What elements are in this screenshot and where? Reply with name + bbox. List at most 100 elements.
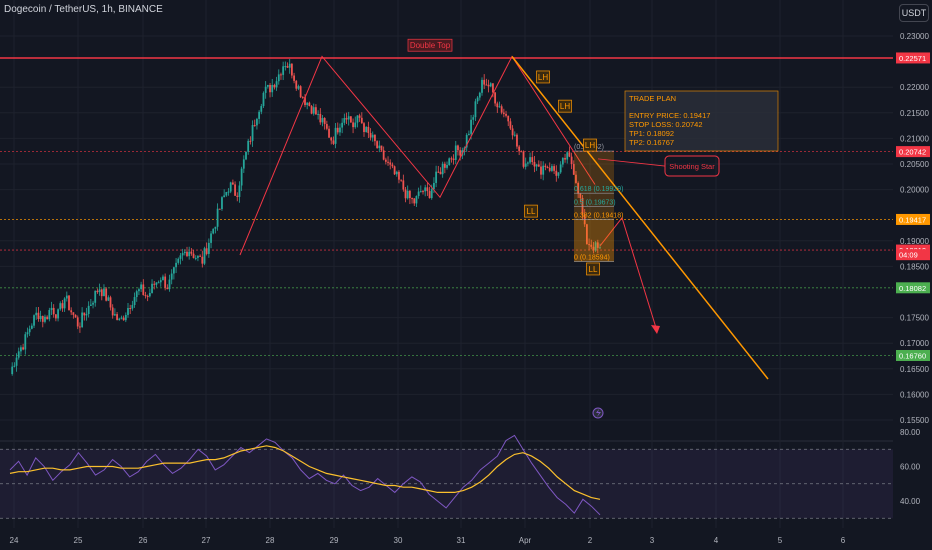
candle-body	[594, 242, 597, 251]
candle-body	[57, 309, 59, 319]
candle-body	[24, 334, 27, 350]
candle-body	[498, 106, 501, 108]
candle-body	[172, 267, 175, 274]
candle-body	[54, 314, 57, 319]
candle-body	[111, 307, 114, 316]
candle-body	[422, 191, 424, 193]
candle-body	[138, 289, 140, 292]
price-tick-label: 0.18500	[900, 262, 929, 271]
candle-body	[105, 288, 108, 301]
candle-body	[225, 192, 228, 196]
candle-body	[37, 312, 40, 319]
rsi-tick-label: 60.00	[900, 463, 921, 472]
candle-body	[531, 157, 534, 163]
time-tick-label: 27	[202, 536, 211, 545]
candle-body	[374, 134, 376, 142]
price-tick-label: 0.21000	[900, 134, 929, 143]
candle-body	[170, 273, 173, 280]
price-tick-label: 0.21500	[900, 109, 929, 118]
price-tick-label: 0.20000	[900, 186, 929, 195]
annotation-box	[536, 70, 550, 84]
candle-body	[83, 312, 86, 316]
candle-body	[286, 66, 289, 68]
candle-body	[400, 179, 403, 181]
candle-body	[284, 66, 287, 68]
candle-body	[526, 162, 529, 164]
candle-body	[557, 172, 560, 176]
shooting-star-label: Shooting Star	[669, 162, 715, 171]
candle-body	[590, 244, 593, 247]
candle-body	[376, 141, 379, 149]
annotation-box	[524, 204, 538, 218]
candle-body	[387, 161, 389, 163]
candle-body	[537, 164, 540, 167]
candle-body	[157, 282, 160, 284]
candle-body	[127, 307, 129, 315]
candle-body	[317, 113, 320, 115]
candle-body	[511, 128, 514, 136]
candle-body	[391, 164, 394, 167]
candle-body	[68, 295, 70, 311]
candle-body	[181, 253, 184, 256]
candle-body	[146, 295, 149, 297]
time-tick-label: 31	[457, 536, 466, 545]
candle-body	[365, 126, 368, 132]
candle-body	[96, 290, 99, 293]
candle-body	[197, 255, 199, 258]
candle-body	[28, 328, 31, 333]
candle-body	[251, 125, 254, 141]
candle-body	[293, 75, 295, 81]
symbol-title: Dogecoin / TetherUS, 1h, BINANCE	[4, 4, 163, 15]
candle-body	[478, 92, 481, 98]
candle-body	[566, 152, 569, 160]
candle-body	[63, 298, 66, 309]
candle-body	[360, 117, 363, 124]
candle-body	[411, 198, 413, 200]
candle-body	[129, 307, 132, 309]
swing-label: LL	[589, 265, 598, 274]
candle-body	[103, 288, 105, 297]
candle-body	[98, 289, 101, 293]
currency-button[interactable]: USDT	[899, 4, 929, 22]
price-axis-badge	[896, 52, 930, 64]
candle-body	[336, 127, 339, 133]
candle-body	[301, 97, 304, 99]
candle-body	[240, 168, 243, 186]
candle-body	[599, 247, 601, 249]
candle-body	[175, 262, 177, 268]
candle-body	[153, 283, 156, 285]
price-tick-label: 0.17000	[900, 339, 929, 348]
candle-body	[186, 251, 188, 257]
trade-plan-line: TP1: 0.18092	[629, 129, 674, 138]
candle-body	[41, 316, 44, 322]
price-tick-label: 0.20500	[900, 160, 929, 169]
candle-body	[280, 74, 282, 76]
candle-body	[325, 124, 328, 129]
candle-body	[35, 312, 38, 316]
candle-body	[345, 118, 348, 120]
candle-body	[87, 305, 90, 315]
candle-body	[234, 184, 236, 196]
candle-body	[52, 307, 55, 315]
candle-body	[354, 122, 357, 128]
candle-body	[378, 145, 381, 149]
fib-zone-lower	[574, 219, 614, 262]
candle-body	[564, 158, 566, 160]
candle-body	[273, 85, 276, 88]
candle-body	[159, 280, 162, 283]
candle-body	[135, 291, 138, 298]
candle-body	[404, 189, 407, 199]
candle-body	[39, 316, 42, 319]
rsi-ma-line	[9, 445, 601, 500]
candle-body	[236, 195, 239, 197]
candle-body	[426, 187, 429, 192]
candle-body	[513, 134, 516, 136]
candle-body	[109, 297, 112, 308]
candle-body	[177, 258, 180, 263]
price-axis-badge-label: 0.16760	[899, 351, 926, 360]
candle-body	[349, 116, 352, 123]
candle-body	[443, 163, 446, 168]
candle-body	[295, 80, 298, 89]
candle-body	[435, 171, 438, 183]
